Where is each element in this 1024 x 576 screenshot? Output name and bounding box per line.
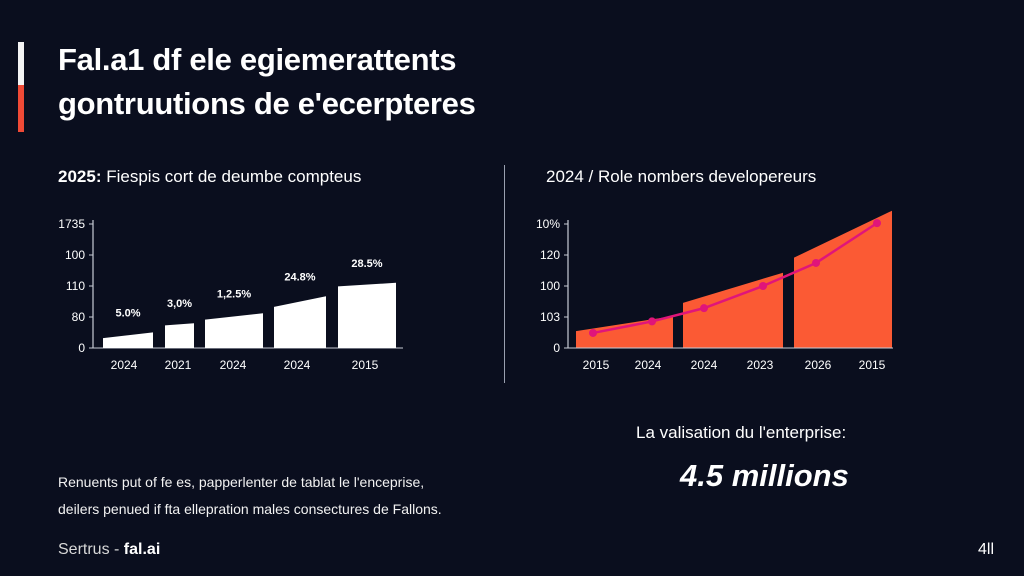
bar-data-label: 28.5% xyxy=(351,258,382,270)
area-segment xyxy=(683,272,783,348)
line-point xyxy=(589,328,597,337)
left-y-tick-label: 80 xyxy=(72,310,86,324)
right-y-tick-label: 10% xyxy=(536,217,560,231)
right-y-tick-label: 103 xyxy=(540,310,560,324)
line-point xyxy=(648,317,656,326)
line-point xyxy=(759,282,767,290)
accent-bar-red xyxy=(18,85,24,132)
right-chart-title: 2024 / Role nombers developereurs xyxy=(546,167,817,186)
body-text-line-1: Renuents put of fe es, papperlenter de t… xyxy=(58,474,425,490)
left-chart-year: 2025: xyxy=(58,167,102,186)
line-point xyxy=(873,219,881,228)
body-text: Renuents put of fe es, papperlenter de t… xyxy=(58,469,442,523)
left-x-tick-label: 2024 xyxy=(111,358,138,372)
valuation-value: 4.5 millions xyxy=(680,458,849,493)
footer-credit: Sertrus - fal.ai xyxy=(58,541,160,559)
left-chart-title: 2025: Fiespis cort de deumbe compteus xyxy=(58,167,361,187)
left-x-tick-label: 2024 xyxy=(284,358,311,372)
bar-data-label: 24.8% xyxy=(284,271,315,283)
right-x-tick-label: 2024 xyxy=(635,358,662,372)
title-line-2: gontruutions de e'ecerpteres xyxy=(58,86,476,121)
right-x-tick-label: 2024 xyxy=(691,358,718,372)
chart-divider xyxy=(504,165,505,383)
right-x-tick-label: 2023 xyxy=(747,358,774,372)
area-segment xyxy=(576,316,673,348)
bar xyxy=(205,313,263,348)
right-y-tick-label: 100 xyxy=(540,279,560,293)
right-x-tick-label: 2026 xyxy=(805,358,832,372)
left-y-tick-label: 1735 xyxy=(58,217,85,231)
right-x-tick-label: 2015 xyxy=(859,358,886,372)
left-x-tick-label: 2015 xyxy=(352,358,379,372)
bar xyxy=(338,282,396,348)
left-chart-title-text: Fiespis cort de deumbe compteus xyxy=(106,167,362,186)
footer-prefix: Sertrus - xyxy=(58,541,124,558)
bar-data-label: 5.0% xyxy=(115,307,140,319)
bar-data-label: 1,2.5% xyxy=(217,288,251,300)
body-text-line-2: deilers penued if fta ellepration males … xyxy=(58,501,442,517)
area-segment xyxy=(794,210,892,348)
trend-line xyxy=(592,222,878,335)
bar xyxy=(165,323,194,348)
right-y-tick-label: 0 xyxy=(553,341,560,355)
left-y-tick-label: 110 xyxy=(66,279,85,293)
footer-brand: fal.ai xyxy=(123,541,161,558)
line-point xyxy=(812,258,820,267)
line-point xyxy=(700,304,708,313)
left-y-tick-label: 100 xyxy=(65,248,85,262)
left-y-tick-label: 0 xyxy=(78,341,85,355)
bar-data-label: 3,0% xyxy=(167,298,192,310)
page-number: 4ll xyxy=(978,541,995,558)
title-line-1: Fal.a1 df ele egiemerattents xyxy=(58,42,457,77)
right-x-tick-label: 2015 xyxy=(583,358,610,372)
accent-bar-white xyxy=(18,42,24,85)
left-x-tick-label: 2021 xyxy=(165,358,192,372)
bar xyxy=(274,296,326,348)
bar xyxy=(103,332,153,348)
valuation-label: La valisation du l'enterprise: xyxy=(636,423,847,442)
left-x-tick-label: 2024 xyxy=(220,358,247,372)
right-y-tick-label: 120 xyxy=(540,248,560,262)
slide-title: Fal.a1 df ele egiemerattents gontruution… xyxy=(58,38,476,126)
